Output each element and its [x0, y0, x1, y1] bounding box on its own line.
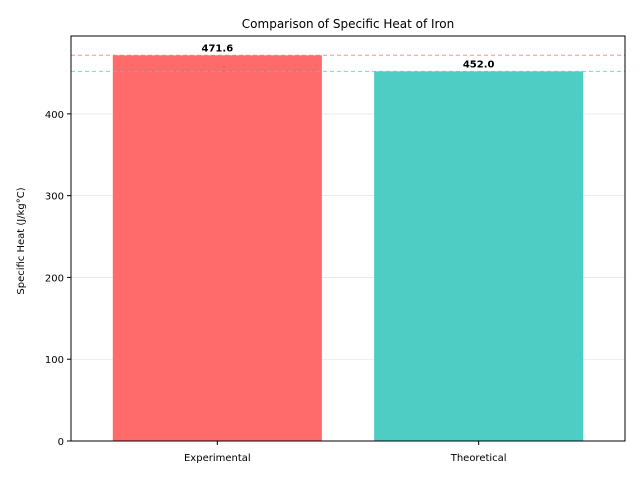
bar-experimental — [112, 55, 322, 441]
x-tick-label-experimental: Experimental — [184, 453, 251, 464]
bar-theoretical — [374, 71, 584, 441]
y-tick-label: 300 — [45, 192, 64, 203]
plot-frame — [70, 35, 626, 442]
y-tick-label: 0 — [58, 437, 64, 448]
chart-title: Comparison of Specific Heat of Iron — [242, 17, 454, 31]
x-tick-label-theoretical: Theoretical — [450, 453, 507, 464]
data-label-experimental: 471.6 — [202, 43, 234, 54]
reference-lines — [71, 54, 625, 72]
y-tick-label: 200 — [45, 273, 64, 284]
data-label-theoretical: 452.0 — [463, 59, 495, 70]
data-labels: 471.6 452.0 — [202, 43, 495, 70]
y-axis-label: Specific Heat (J/kg°C) — [16, 187, 27, 294]
y-tick-label: 100 — [45, 355, 64, 366]
bars — [112, 55, 584, 441]
axes: 0 100 200 300 400 Experimental Theoretical — [45, 35, 626, 464]
y-tick-label: 400 — [45, 110, 64, 121]
